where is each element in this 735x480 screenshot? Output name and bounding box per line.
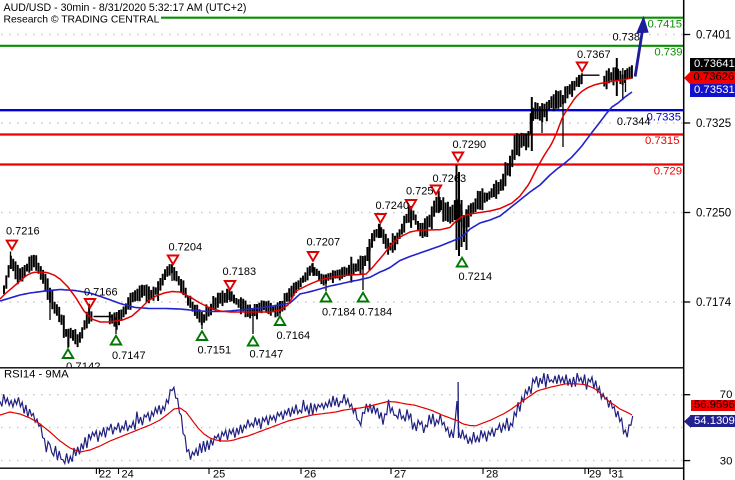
svg-text:0.7204: 0.7204 [169, 242, 203, 254]
svg-text:0.729: 0.729 [654, 166, 682, 178]
svg-text:0.739: 0.739 [654, 47, 682, 59]
svg-text:0.7325: 0.7325 [696, 118, 731, 130]
svg-text:0.7184: 0.7184 [359, 307, 393, 319]
svg-text:0.7367: 0.7367 [577, 49, 611, 61]
svg-text:70: 70 [720, 389, 733, 401]
svg-text:0.7240: 0.7240 [376, 200, 410, 212]
svg-text:0.7184: 0.7184 [322, 307, 356, 319]
svg-text:0.725: 0.725 [406, 186, 434, 198]
svg-text:0.7166: 0.7166 [84, 287, 118, 299]
svg-text:0.7151: 0.7151 [198, 345, 232, 357]
svg-text:0.7164: 0.7164 [277, 330, 311, 342]
svg-text:0.7214: 0.7214 [459, 271, 493, 283]
svg-text:0.7147: 0.7147 [112, 350, 146, 362]
svg-text:0.7335: 0.7335 [646, 112, 681, 124]
svg-text:28: 28 [486, 469, 498, 480]
svg-text:30: 30 [720, 456, 733, 468]
svg-text:0.7183: 0.7183 [223, 266, 257, 278]
svg-text:27: 27 [394, 469, 406, 480]
svg-text:0.7315: 0.7315 [645, 135, 680, 147]
svg-text:RSI14 - 9MA: RSI14 - 9MA [4, 369, 69, 381]
svg-text:0.7263: 0.7263 [433, 173, 467, 185]
svg-text:0.7250: 0.7250 [696, 208, 731, 220]
svg-text:0.738: 0.738 [613, 32, 641, 44]
svg-text:0.7142: 0.7142 [66, 361, 101, 373]
svg-text:0.7415: 0.7415 [647, 18, 682, 30]
svg-text:26: 26 [304, 469, 316, 480]
svg-text:0.7344: 0.7344 [617, 116, 651, 128]
svg-text:22: 22 [99, 469, 111, 480]
svg-text:24: 24 [122, 469, 134, 480]
svg-text:Research © TRADING CENTRAL: Research © TRADING CENTRAL [4, 14, 160, 25]
svg-text:0.7401: 0.7401 [696, 30, 731, 42]
svg-text:0.7290: 0.7290 [453, 139, 487, 151]
svg-text:25: 25 [213, 469, 225, 480]
svg-text:29: 29 [589, 469, 601, 480]
svg-text:0.7174: 0.7174 [696, 297, 732, 309]
svg-text:31: 31 [612, 469, 624, 480]
svg-text:AUD/USD - 30min - 8/31/2020 5:: AUD/USD - 30min - 8/31/2020 5:32:17 AM (… [4, 2, 247, 14]
svg-text:0.7147: 0.7147 [250, 349, 284, 361]
svg-text:0.7207: 0.7207 [307, 237, 341, 249]
svg-text:0.7216: 0.7216 [6, 226, 40, 238]
